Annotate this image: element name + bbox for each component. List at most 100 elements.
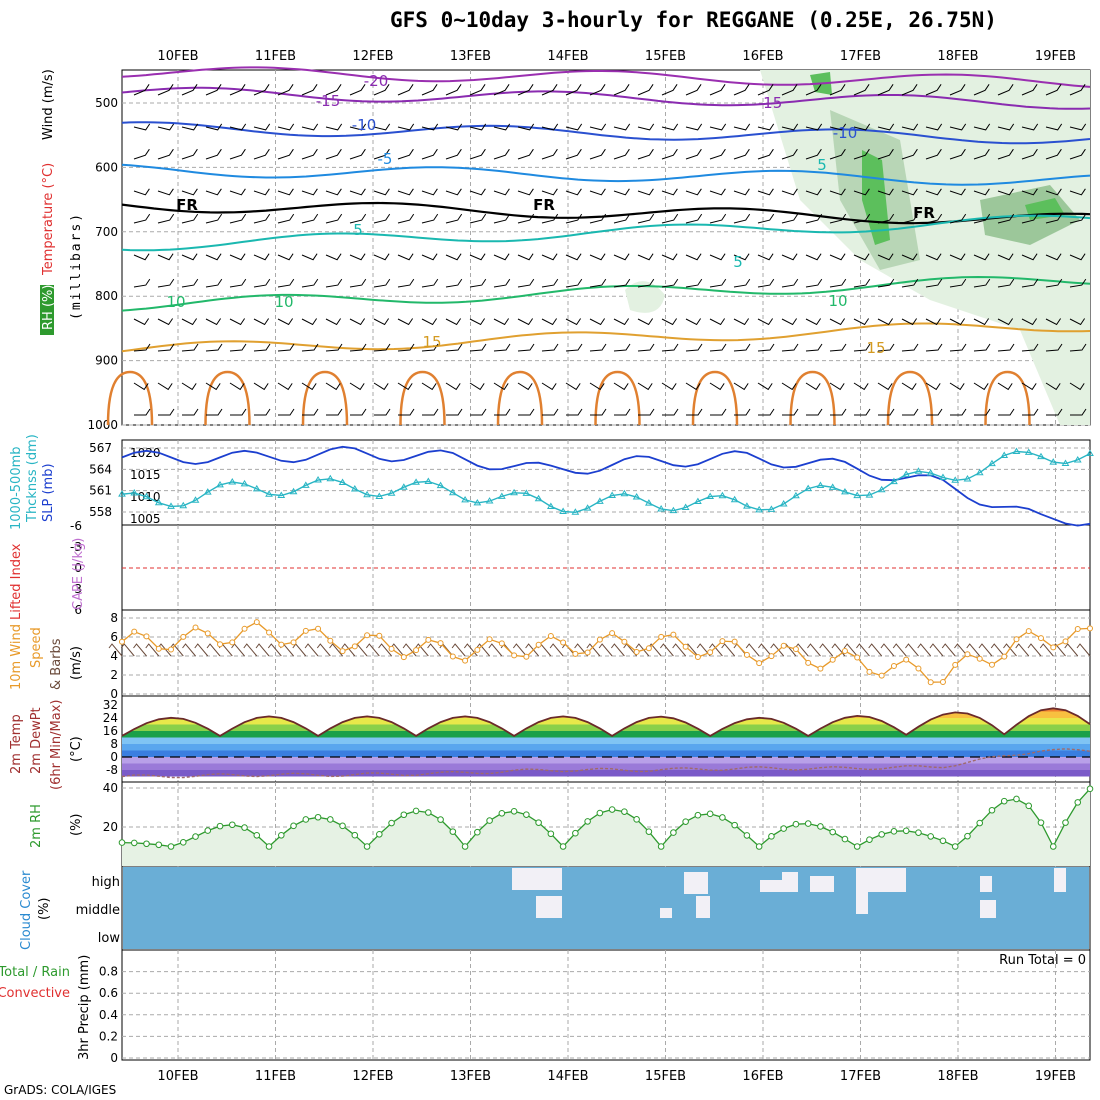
wind-barb bbox=[494, 408, 511, 416]
wind-barb bbox=[997, 148, 1014, 160]
wind-speed-marker bbox=[315, 625, 322, 632]
contour-label: 5 bbox=[353, 221, 363, 239]
cloud-cover-panel: high middle low Cloud Cover (%) bbox=[19, 867, 1089, 950]
wind-barb bbox=[998, 408, 1015, 416]
wind-barb bbox=[325, 188, 342, 196]
thickness-marker bbox=[301, 481, 310, 488]
wind-barb bbox=[853, 84, 870, 96]
wind-barb bbox=[301, 278, 319, 288]
thickness-marker bbox=[1037, 452, 1045, 460]
surface-wind-barb bbox=[819, 643, 834, 657]
wind-barb bbox=[205, 318, 222, 326]
wind-barb bbox=[421, 213, 439, 224]
rh-marker bbox=[143, 840, 150, 848]
rh-marker bbox=[1013, 795, 1020, 803]
rh-marker bbox=[1025, 802, 1033, 810]
wind-barb bbox=[686, 408, 703, 416]
wind-barb bbox=[445, 382, 461, 391]
wind-barb bbox=[277, 148, 294, 160]
wind-barb bbox=[637, 278, 655, 288]
wind-speed-marker bbox=[841, 648, 848, 655]
wind-barb bbox=[230, 408, 247, 416]
thickness-marker bbox=[779, 499, 788, 507]
wind-barb bbox=[254, 408, 271, 416]
thickness-marker bbox=[743, 502, 751, 509]
wind-barb bbox=[517, 253, 534, 261]
wind-barb bbox=[589, 188, 606, 196]
cloud-block bbox=[782, 872, 798, 892]
thickness-marker bbox=[963, 474, 972, 482]
wind-barb bbox=[589, 343, 607, 352]
wind-barb bbox=[205, 278, 223, 288]
thickness-marker bbox=[926, 469, 935, 476]
thickness-marker bbox=[497, 492, 506, 499]
wind-speed-marker bbox=[633, 648, 640, 655]
wind-barb bbox=[277, 382, 293, 391]
precip-conv-label: Convective bbox=[0, 986, 70, 1001]
surface-wind-barb bbox=[182, 643, 196, 657]
contour-label: 10 bbox=[828, 292, 847, 310]
thickness-marker bbox=[951, 476, 960, 483]
wind-barb bbox=[229, 123, 247, 131]
wind-barb bbox=[373, 253, 390, 261]
surface-wind-barb bbox=[892, 643, 907, 657]
pressure-tick: 700 bbox=[95, 225, 118, 239]
wind-barb bbox=[541, 84, 558, 96]
rh-marker bbox=[400, 811, 408, 819]
wind-barb bbox=[157, 188, 174, 196]
thickness-marker bbox=[363, 490, 371, 498]
wind-barb bbox=[829, 318, 846, 326]
wind-barb bbox=[806, 408, 823, 416]
wind-barb bbox=[805, 84, 822, 96]
panel-labels: 10FEB 10FEB 11FEB 11FEB 12FEB 12FEB 13FEB 13FEB… bbox=[157, 49, 1076, 1084]
thickness-marker bbox=[792, 491, 800, 499]
wind-tick: 4 bbox=[110, 649, 118, 663]
thickness-marker bbox=[375, 492, 384, 499]
wind-barb bbox=[661, 188, 678, 196]
wind-barb bbox=[781, 123, 799, 131]
wind-barb bbox=[661, 343, 679, 352]
surface-wind-barb bbox=[831, 643, 846, 657]
wind-barb bbox=[590, 408, 607, 416]
rh-marker bbox=[228, 821, 236, 829]
temp-tick: -8 bbox=[106, 763, 118, 777]
wind-speed-marker bbox=[486, 636, 493, 643]
pressure-tick: 1000 bbox=[87, 418, 118, 432]
wind-barb bbox=[781, 343, 799, 352]
surface-wind-barb bbox=[427, 643, 441, 657]
wind-barb bbox=[685, 382, 701, 391]
wind-barb bbox=[709, 382, 725, 391]
precip-tick: 0.4 bbox=[99, 1008, 118, 1022]
wind-barb bbox=[925, 213, 943, 224]
isotherm-20 bbox=[106, 370, 154, 426]
isotherm-20 bbox=[984, 370, 1031, 426]
wind-barb bbox=[734, 408, 751, 416]
wind-barb bbox=[949, 343, 967, 352]
wind-barb bbox=[565, 84, 582, 96]
wind-barb bbox=[398, 408, 415, 416]
wind-speed-marker bbox=[131, 628, 138, 635]
thickness-marker bbox=[718, 491, 727, 499]
wind-speed-marker bbox=[523, 653, 530, 660]
thickness-marker bbox=[1086, 449, 1094, 457]
surface-wind-barb bbox=[610, 643, 625, 657]
wind-barb bbox=[973, 148, 990, 160]
wind-barb bbox=[661, 148, 678, 160]
wind-barb bbox=[637, 318, 654, 326]
thickness-marker bbox=[277, 491, 286, 498]
wind-barb bbox=[181, 253, 198, 261]
wind-speed-marker bbox=[805, 659, 812, 666]
wind-barb bbox=[638, 408, 655, 416]
rh-marker bbox=[572, 829, 579, 837]
isotherm-20 bbox=[886, 370, 934, 426]
wind-speed-marker bbox=[645, 645, 652, 652]
wind-barb bbox=[1046, 408, 1063, 416]
wind-barb bbox=[709, 253, 726, 261]
rh-marker bbox=[559, 843, 567, 850]
wind-barb bbox=[1021, 382, 1037, 391]
wind-barb bbox=[421, 188, 438, 196]
wind-barb bbox=[326, 408, 343, 416]
rh-marker bbox=[1049, 843, 1057, 850]
wind-barb bbox=[157, 213, 175, 224]
wind-speed-marker bbox=[682, 643, 689, 650]
